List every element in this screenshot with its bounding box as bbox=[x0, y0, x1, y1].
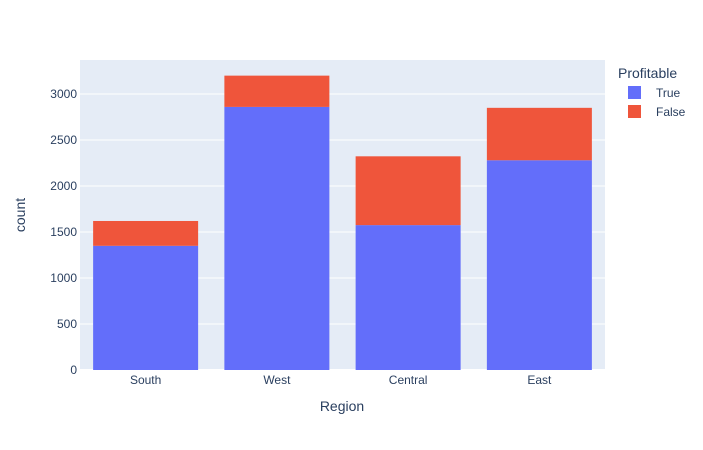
legend-title: Profitable bbox=[618, 65, 677, 81]
y-tick-label: 1000 bbox=[50, 271, 77, 285]
legend-label-true[interactable]: True bbox=[656, 86, 681, 100]
y-tick-label: 2500 bbox=[50, 133, 77, 147]
x-tick-label: West bbox=[263, 373, 291, 387]
x-axis-ticks: South West Central East bbox=[130, 373, 552, 387]
legend: Profitable True False bbox=[618, 65, 686, 119]
y-axis-ticks: 0 500 1000 1500 2000 2500 3000 bbox=[50, 87, 77, 377]
bar-east-true[interactable] bbox=[486, 160, 592, 370]
x-tick-label: East bbox=[527, 373, 552, 387]
x-tick-label: Central bbox=[389, 373, 428, 387]
legend-swatch-true[interactable] bbox=[628, 86, 641, 99]
legend-items: True False bbox=[628, 86, 686, 119]
bar-south-false[interactable] bbox=[93, 220, 199, 246]
bar-central-true[interactable] bbox=[355, 225, 461, 370]
y-axis-title: count bbox=[12, 198, 28, 232]
y-tick-label: 1500 bbox=[50, 225, 77, 239]
bar-west-true[interactable] bbox=[224, 106, 330, 371]
legend-swatch-false[interactable] bbox=[628, 105, 641, 118]
y-tick-label: 3000 bbox=[50, 87, 77, 101]
bar-south-true[interactable] bbox=[93, 245, 199, 370]
y-tick-label: 500 bbox=[57, 317, 77, 331]
x-tick-label: South bbox=[130, 373, 161, 387]
x-axis-title: Region bbox=[320, 398, 364, 414]
bars bbox=[93, 75, 592, 371]
bar-central-false[interactable] bbox=[355, 156, 461, 226]
bar-west-false[interactable] bbox=[224, 75, 330, 107]
y-tick-label: 0 bbox=[70, 363, 77, 377]
bar-east-false[interactable] bbox=[486, 107, 592, 161]
legend-label-false[interactable]: False bbox=[656, 105, 686, 119]
y-tick-label: 2000 bbox=[50, 179, 77, 193]
